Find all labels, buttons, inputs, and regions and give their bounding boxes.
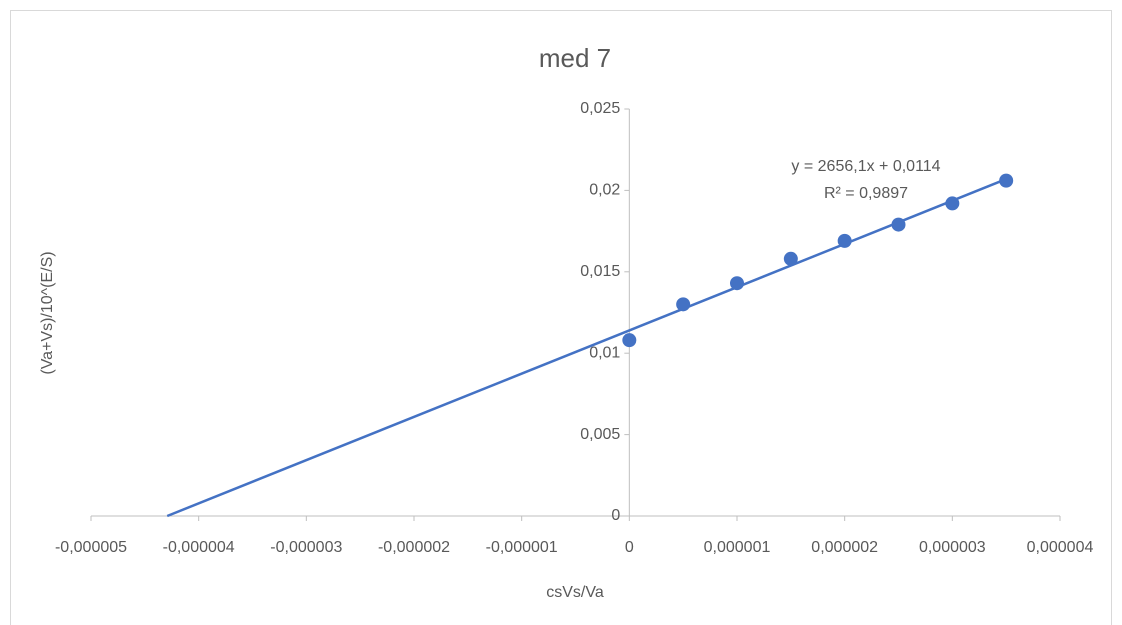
x-tick-label: -0,000002 [378,539,450,556]
y-axis-label: (Va+Vs)/10^(E/S) [39,251,56,374]
chart-border [10,10,1112,625]
y-tick-label: 0,015 [580,263,620,280]
data-point [622,333,637,348]
data-point [783,251,798,266]
data-point [730,276,744,291]
y-tick-label: 0,02 [589,182,620,199]
chart-title: med 7 [539,43,611,73]
data-point [999,173,1014,188]
x-tick-label: -0,000004 [163,539,235,556]
trendline-r2: R² = 0,9897 [824,185,908,202]
trendline [166,177,1007,518]
x-axis-label: csVs/Va [546,584,604,601]
x-tick-label: 0,000004 [1027,539,1094,556]
x-tick-label: 0,000001 [704,539,771,556]
y-tick-label: 0,005 [580,426,620,443]
x-tick-label: 0,000002 [811,539,878,556]
data-point [837,233,852,248]
y-tick-label: 0,025 [580,100,620,117]
x-tick-label: -0,000001 [486,539,558,556]
x-tick-label: 0,000003 [919,539,986,556]
data-point [891,217,906,232]
data-point [676,297,691,312]
y-tick-label: 0 [611,507,620,524]
x-tick-label: 0 [625,539,634,556]
data-point [945,196,960,211]
trendline-equation: y = 2656,1x + 0,0114 [791,158,940,175]
y-tick-label: 0,01 [589,344,620,361]
x-tick-label: -0,000005 [55,539,127,556]
x-tick-label: -0,000003 [270,539,342,556]
